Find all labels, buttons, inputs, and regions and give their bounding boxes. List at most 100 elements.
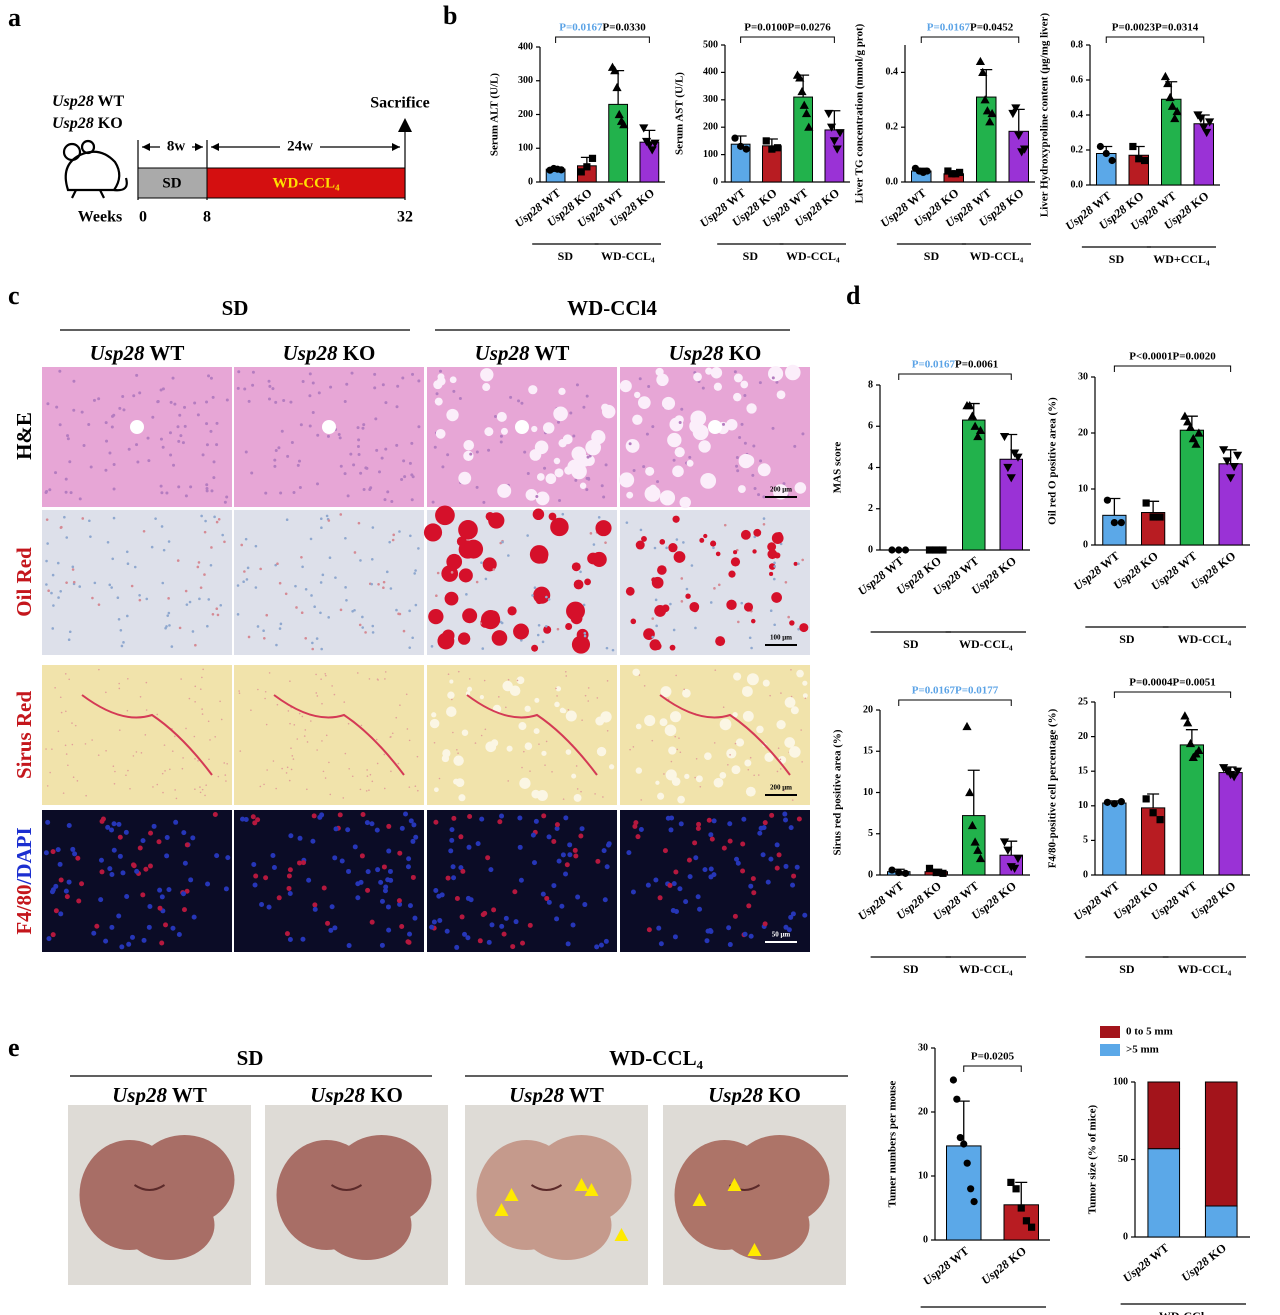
texture <box>407 903 413 909</box>
texture <box>268 672 271 674</box>
data-point <box>1202 128 1212 138</box>
texture <box>629 748 631 751</box>
texture <box>578 833 584 839</box>
texture <box>225 398 229 402</box>
diet-label: WD-CCL₄ <box>273 175 340 191</box>
texture <box>727 942 733 948</box>
texture <box>486 939 492 945</box>
texture <box>548 512 557 521</box>
tumor-marker <box>504 1188 519 1201</box>
texture <box>408 739 411 742</box>
texture <box>507 606 517 616</box>
texture <box>713 382 723 391</box>
texture <box>161 581 165 585</box>
texture <box>663 773 665 775</box>
texture <box>342 797 345 799</box>
texture <box>346 494 350 498</box>
texture <box>706 817 712 823</box>
texture <box>735 464 739 468</box>
data-point <box>965 787 975 797</box>
texture <box>278 627 282 630</box>
texture <box>275 787 277 790</box>
texture <box>579 482 587 489</box>
texture <box>238 692 241 695</box>
significance-bracket <box>1105 36 1205 43</box>
micrograph-base <box>42 510 232 655</box>
texture <box>290 768 293 771</box>
data-point <box>895 546 903 554</box>
data-point <box>619 120 629 129</box>
texture <box>602 897 608 903</box>
texture <box>164 853 170 859</box>
texture <box>543 625 552 634</box>
texture <box>360 724 363 727</box>
texture <box>561 708 567 714</box>
texture <box>359 788 362 791</box>
significance-bracket <box>963 1065 1022 1072</box>
texture <box>397 850 403 856</box>
y-axis-label: Serum ALT (U/L) <box>489 73 501 156</box>
texture <box>360 812 366 818</box>
texture <box>389 587 393 590</box>
texture <box>655 367 664 377</box>
texture <box>395 443 399 447</box>
texture <box>662 848 668 854</box>
data-point <box>987 108 997 118</box>
texture <box>733 392 742 402</box>
p-value: P=0.0167 <box>912 685 956 697</box>
texture <box>524 742 533 750</box>
legend-label: 0 to 5 mm <box>1126 1026 1173 1038</box>
texture <box>791 799 794 801</box>
texture <box>300 611 304 614</box>
texture <box>263 636 266 640</box>
texture <box>586 455 590 459</box>
texture <box>183 405 187 409</box>
data-point <box>1229 773 1239 782</box>
texture <box>259 901 265 907</box>
y-tick-label: 20 <box>1078 427 1088 438</box>
texture <box>118 682 120 685</box>
texture <box>297 860 303 866</box>
texture <box>271 387 275 391</box>
texture <box>675 538 679 541</box>
bar <box>793 96 813 183</box>
texture <box>325 514 329 518</box>
texture <box>573 794 582 802</box>
micrograph-base <box>620 810 810 952</box>
data-point <box>795 73 805 82</box>
texture <box>782 811 788 817</box>
texture <box>116 913 122 919</box>
texture <box>417 425 421 429</box>
texture <box>382 580 386 584</box>
data-point <box>1160 71 1170 81</box>
texture <box>193 401 197 405</box>
texture <box>271 864 277 870</box>
texture <box>204 794 206 797</box>
texture <box>177 485 181 489</box>
texture <box>355 895 361 901</box>
data-point <box>829 137 839 146</box>
texture <box>159 437 163 441</box>
texture <box>209 739 211 741</box>
texture <box>325 734 328 737</box>
texture <box>671 881 677 887</box>
texture <box>521 766 523 769</box>
row-label: Sirus Red <box>12 691 36 779</box>
texture <box>596 697 599 699</box>
texture <box>464 539 484 559</box>
texture <box>67 764 69 767</box>
texture <box>70 846 76 852</box>
texture <box>205 400 209 404</box>
texture <box>294 584 297 588</box>
texture <box>306 877 312 883</box>
texture <box>573 853 579 859</box>
fibrosis <box>273 694 405 776</box>
data-point <box>557 166 565 174</box>
texture <box>108 451 112 455</box>
texture <box>527 922 533 928</box>
texture <box>276 703 279 706</box>
texture <box>564 670 567 673</box>
texture <box>201 788 204 791</box>
column-label: Usp28 KO <box>283 341 376 365</box>
texture <box>531 425 538 433</box>
